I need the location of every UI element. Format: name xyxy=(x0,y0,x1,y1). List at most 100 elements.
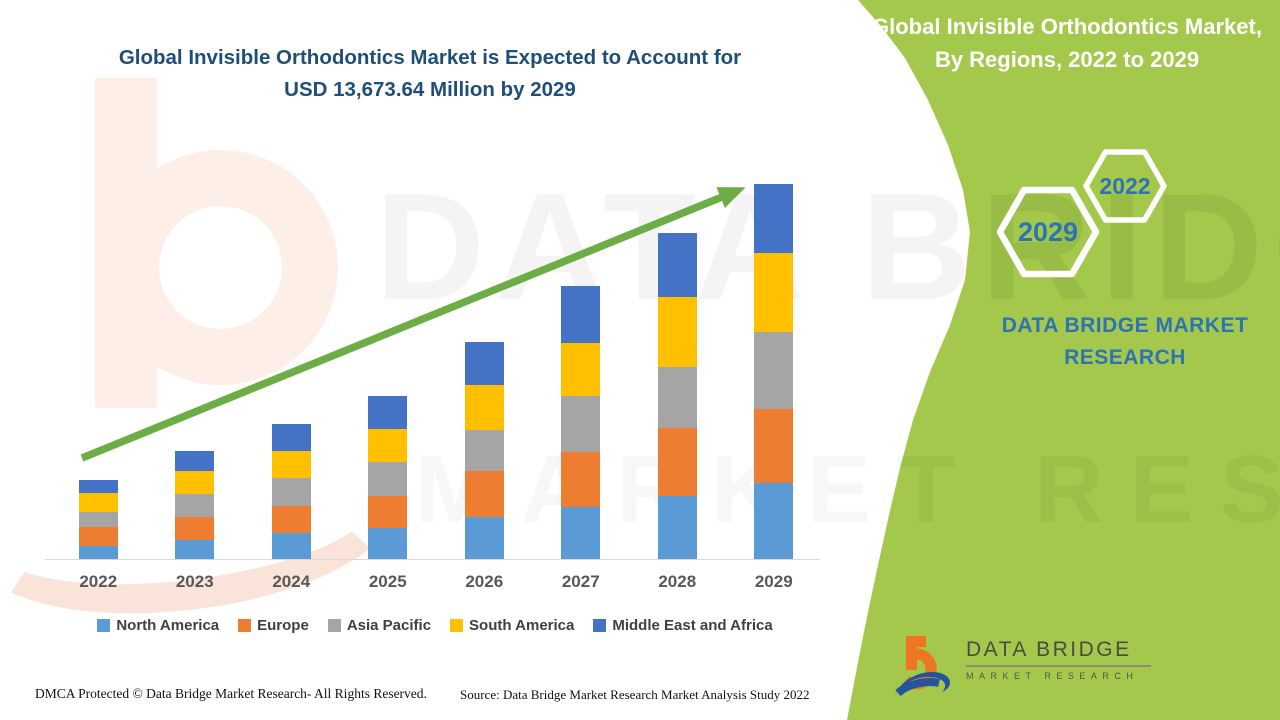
bar-column-2022 xyxy=(50,184,147,560)
bar-segment-middle-east-and-africa xyxy=(78,480,118,494)
bar-segment-north-america xyxy=(754,483,794,560)
x-axis-labels: 2022 2023 2024 2025 2026 2027 2028 2029 xyxy=(50,572,822,592)
bar-segment-north-america xyxy=(175,540,215,560)
x-axis-label: 2023 xyxy=(175,572,214,591)
bar-segment-south-america xyxy=(368,429,408,463)
x-axis-line xyxy=(45,559,820,560)
logo-text-market-research: MARKET RESEARCH xyxy=(966,671,1139,681)
legend-item: South America xyxy=(450,617,574,634)
bar-column-2024 xyxy=(243,184,340,560)
stacked-bar-chart xyxy=(50,184,822,560)
bar-segment-asia-pacific xyxy=(368,462,408,497)
legend-item: Europe xyxy=(238,617,309,634)
data-bridge-logo-icon xyxy=(895,636,951,697)
bar-segment-south-america xyxy=(78,493,118,512)
x-axis-label: 2026 xyxy=(465,572,504,591)
legend-item: North America xyxy=(97,617,219,634)
bar-segment-north-america xyxy=(78,545,118,560)
bar-segment-middle-east-and-africa xyxy=(175,451,215,471)
bar-column-2028 xyxy=(629,184,726,560)
legend-swatch xyxy=(238,619,252,632)
x-axis-label: 2029 xyxy=(754,572,793,591)
bar-segment-north-america xyxy=(561,506,601,560)
page-title-line1: Global Invisible Orthodontics Market is … xyxy=(118,46,742,69)
hexagon-2022-label: 2022 xyxy=(1099,173,1150,199)
page-title-line2: USD 13,673.64 Million by 2029 xyxy=(284,78,576,101)
logo-text-data-bridge: DATA BRIDGE xyxy=(966,638,1151,667)
legend-label: Middle East and Africa xyxy=(612,617,773,634)
bar-segment-europe xyxy=(175,516,215,541)
legend-label: Europe xyxy=(257,617,309,634)
bar-segment-europe xyxy=(368,496,408,528)
hexagon-2029-label: 2029 xyxy=(1018,217,1078,247)
stacked-bar-2025 xyxy=(368,395,408,560)
bar-segment-europe xyxy=(561,451,601,507)
bar-column-2026 xyxy=(436,184,533,560)
bar-segment-south-america xyxy=(754,253,794,333)
x-axis-label: 2027 xyxy=(561,572,600,591)
bar-segment-south-america xyxy=(175,470,215,495)
x-axis-label: 2024 xyxy=(272,572,311,591)
stacked-bar-2028 xyxy=(657,233,697,560)
bar-segment-north-america xyxy=(368,527,408,560)
legend-label: South America xyxy=(469,617,575,634)
bar-segment-asia-pacific xyxy=(754,332,794,409)
bar-segment-middle-east-and-africa xyxy=(754,184,794,254)
bar-segment-europe xyxy=(657,428,697,496)
bar-segment-south-america xyxy=(657,296,697,367)
legend-label: North America xyxy=(116,617,220,634)
band-heading-line2: By Regions, 2022 to 2029 xyxy=(934,47,1200,72)
legend-label: Asia Pacific xyxy=(346,617,432,634)
x-axis-label: 2022 xyxy=(79,572,118,591)
bar-segment-asia-pacific xyxy=(464,430,504,472)
stacked-bar-2027 xyxy=(561,286,601,560)
legend-swatch xyxy=(97,619,111,632)
bar-column-2023 xyxy=(147,184,244,560)
legend-item: Middle East and Africa xyxy=(593,617,773,634)
bar-segment-asia-pacific xyxy=(175,494,215,517)
bar-segment-asia-pacific xyxy=(271,478,311,506)
bar-segment-asia-pacific xyxy=(78,511,118,528)
bar-segment-north-america xyxy=(271,532,311,560)
stacked-bar-2026 xyxy=(464,342,504,560)
legend-swatch xyxy=(327,619,341,632)
legend-swatch xyxy=(450,619,464,632)
bar-segment-middle-east-and-africa xyxy=(657,233,697,297)
bar-column-2025 xyxy=(340,184,437,560)
stacked-bar-2023 xyxy=(175,451,215,560)
bar-segment-south-america xyxy=(561,343,601,397)
legend-item: Asia Pacific xyxy=(327,617,432,634)
band-heading: Global Invisible Orthodontics Market, By… xyxy=(862,10,1272,76)
bar-segment-europe xyxy=(271,505,311,533)
bar-segment-europe xyxy=(78,527,118,546)
bar-segment-south-america xyxy=(271,450,311,479)
bar-column-2029 xyxy=(726,184,823,560)
bar-segment-europe xyxy=(754,408,794,484)
dmca-notice: DMCA Protected © Data Bridge Market Rese… xyxy=(35,686,427,701)
bar-segment-asia-pacific xyxy=(657,366,697,429)
bar-segment-middle-east-and-africa xyxy=(271,424,311,451)
bar-segment-middle-east-and-africa xyxy=(368,395,408,430)
hexagon-2029 xyxy=(996,186,1100,278)
legend-swatch xyxy=(593,619,607,632)
stacked-bar-2024 xyxy=(271,424,311,560)
stacked-bar-2022 xyxy=(78,480,118,560)
bar-segment-middle-east-and-africa xyxy=(464,342,504,386)
page-title: Global Invisible Orthodontics Market is … xyxy=(30,42,830,106)
bar-segment-north-america xyxy=(464,517,504,560)
band-heading-line1: Global Invisible Orthodontics Market, xyxy=(872,14,1262,39)
bar-column-2027 xyxy=(533,184,630,560)
source-note: Source: Data Bridge Market Research Mark… xyxy=(460,687,810,702)
data-bridge-logo: DATA BRIDGE MARKET RESEARCH xyxy=(892,630,1172,710)
bar-segment-europe xyxy=(464,471,504,518)
bar-segment-asia-pacific xyxy=(561,396,601,452)
chart-legend: North America Europe Asia Pacific South Ame… xyxy=(40,617,830,634)
x-axis-label: 2028 xyxy=(658,572,697,591)
year-hexagons: 2029 2022 xyxy=(996,149,1167,278)
watermark-text: MARKET RESEARCH xyxy=(415,436,1280,543)
brand-name-line1: DATA BRIDGE MARKET xyxy=(1001,314,1249,337)
brand-name: DATA BRIDGE MARKET RESEARCH xyxy=(960,310,1280,374)
brand-name-line2: RESEARCH xyxy=(1064,346,1186,369)
bar-segment-middle-east-and-africa xyxy=(561,286,601,344)
